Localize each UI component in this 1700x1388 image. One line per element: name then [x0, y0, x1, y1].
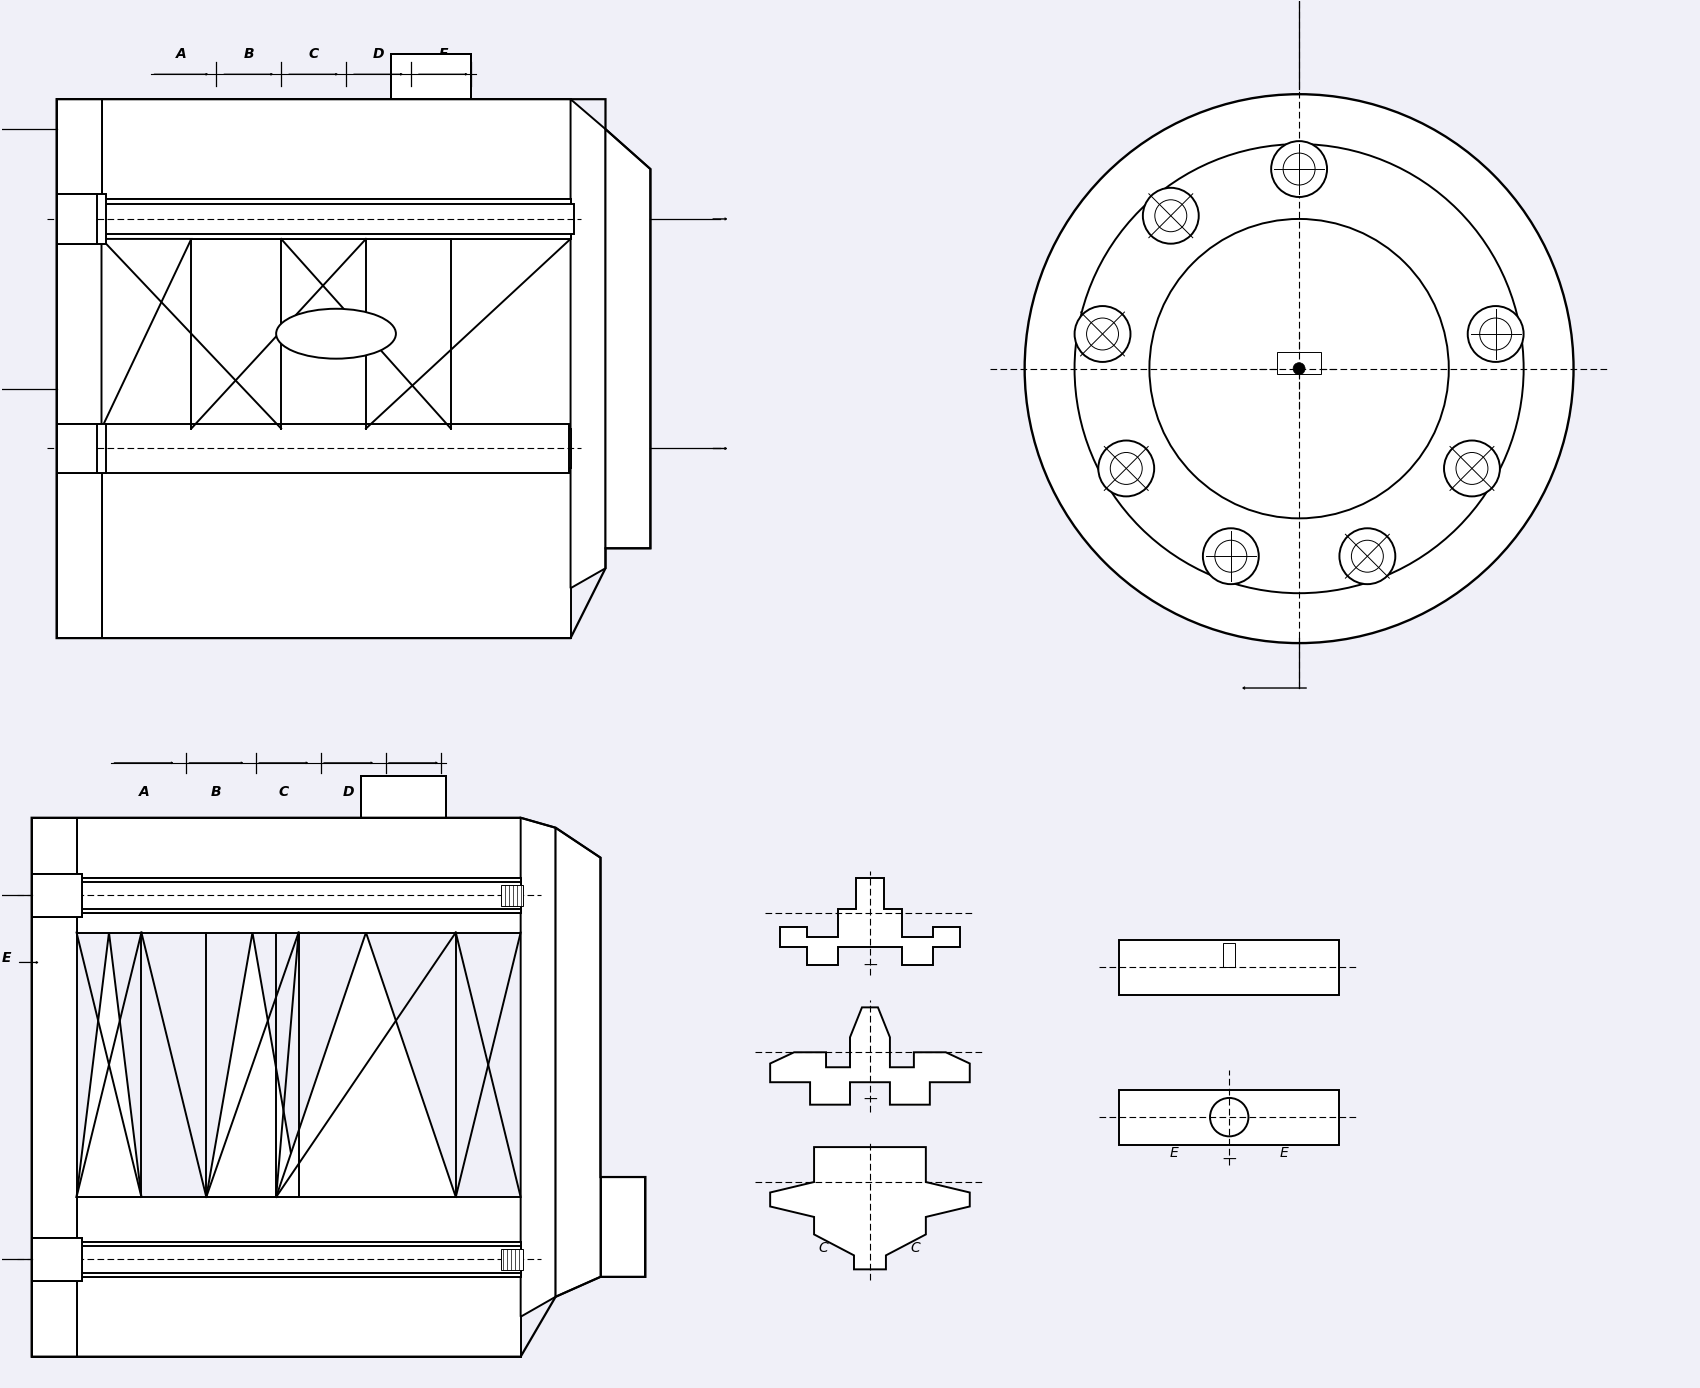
Circle shape	[1025, 94, 1574, 643]
Bar	[1120, 1090, 1340, 1145]
Polygon shape	[102, 239, 571, 429]
Text: A: A	[138, 784, 150, 799]
Polygon shape	[600, 1177, 646, 1277]
Polygon shape	[571, 99, 605, 589]
Polygon shape	[520, 818, 556, 1317]
Text: —: —	[1222, 973, 1236, 987]
Circle shape	[1479, 318, 1511, 350]
Text: $B$: $B$	[910, 1087, 921, 1101]
Circle shape	[1443, 440, 1499, 497]
Circle shape	[1154, 200, 1187, 232]
Bar	[37, 1246, 520, 1273]
Text: —: —	[864, 1094, 877, 1108]
Bar	[102, 429, 571, 469]
Bar	[1120, 940, 1340, 995]
Polygon shape	[770, 1008, 969, 1105]
Bar	[1277, 351, 1321, 373]
Polygon shape	[76, 933, 141, 1196]
Polygon shape	[206, 933, 299, 1196]
Circle shape	[1074, 305, 1131, 362]
Bar	[61, 204, 573, 235]
Polygon shape	[76, 1196, 520, 1242]
Text: $D$: $D$	[1278, 966, 1292, 980]
Text: $C$: $C$	[910, 1241, 921, 1255]
Text: $B$: $B$	[819, 1087, 830, 1101]
Bar	[502, 884, 522, 905]
Text: B: B	[243, 47, 253, 61]
Polygon shape	[76, 1277, 520, 1356]
Polygon shape	[56, 99, 102, 638]
Text: —: —	[864, 959, 877, 973]
Circle shape	[1098, 440, 1154, 497]
Text: C: C	[279, 784, 289, 799]
Text: $A$: $A$	[819, 951, 830, 966]
Bar	[56, 423, 568, 473]
Polygon shape	[275, 933, 456, 1196]
Circle shape	[1455, 452, 1488, 484]
Text: E: E	[439, 47, 449, 61]
Circle shape	[1467, 305, 1523, 362]
Bar	[56, 423, 107, 473]
Circle shape	[1216, 540, 1246, 572]
Text: E: E	[2, 951, 12, 966]
Text: $C$: $C$	[818, 1241, 830, 1255]
Polygon shape	[102, 99, 571, 198]
Polygon shape	[76, 818, 520, 877]
Bar	[32, 1238, 82, 1281]
Circle shape	[1210, 1098, 1248, 1137]
Text: E: E	[408, 784, 418, 799]
Polygon shape	[556, 827, 600, 1296]
Circle shape	[1340, 529, 1396, 584]
Polygon shape	[76, 912, 520, 933]
Bar	[1224, 942, 1236, 967]
Polygon shape	[360, 776, 445, 818]
Text: C: C	[308, 47, 318, 61]
Circle shape	[1110, 452, 1142, 484]
Text: —: —	[1222, 1153, 1236, 1167]
Circle shape	[1149, 219, 1448, 518]
Bar	[76, 877, 520, 912]
Polygon shape	[102, 239, 192, 429]
Bar	[56, 423, 97, 473]
Text: A: A	[177, 47, 187, 61]
Text: $D$: $D$	[1168, 966, 1180, 980]
Bar	[502, 1249, 522, 1270]
Ellipse shape	[275, 308, 396, 358]
Polygon shape	[770, 1146, 969, 1270]
Circle shape	[1272, 142, 1328, 197]
Text: $A$: $A$	[910, 951, 921, 966]
Circle shape	[1352, 540, 1384, 572]
Bar	[32, 873, 82, 916]
Text: B: B	[211, 784, 221, 799]
Text: D: D	[372, 47, 384, 61]
Circle shape	[1086, 318, 1119, 350]
Circle shape	[1074, 144, 1523, 593]
Bar	[37, 881, 520, 909]
Circle shape	[1294, 362, 1306, 375]
Circle shape	[1204, 529, 1258, 584]
Text: $E$: $E$	[1168, 1146, 1180, 1160]
Polygon shape	[391, 54, 471, 99]
Polygon shape	[32, 818, 76, 1356]
Text: —: —	[864, 1248, 877, 1262]
Bar	[56, 194, 97, 244]
Polygon shape	[102, 469, 571, 638]
Bar	[32, 1238, 82, 1281]
Bar	[76, 1242, 520, 1277]
Circle shape	[1284, 153, 1316, 185]
Bar	[32, 873, 82, 916]
Polygon shape	[605, 129, 651, 548]
Text: $E$: $E$	[1278, 1146, 1290, 1160]
Circle shape	[1142, 187, 1198, 244]
Bar	[56, 194, 107, 244]
Bar	[102, 198, 571, 239]
Text: D: D	[343, 784, 354, 799]
Polygon shape	[780, 877, 960, 965]
